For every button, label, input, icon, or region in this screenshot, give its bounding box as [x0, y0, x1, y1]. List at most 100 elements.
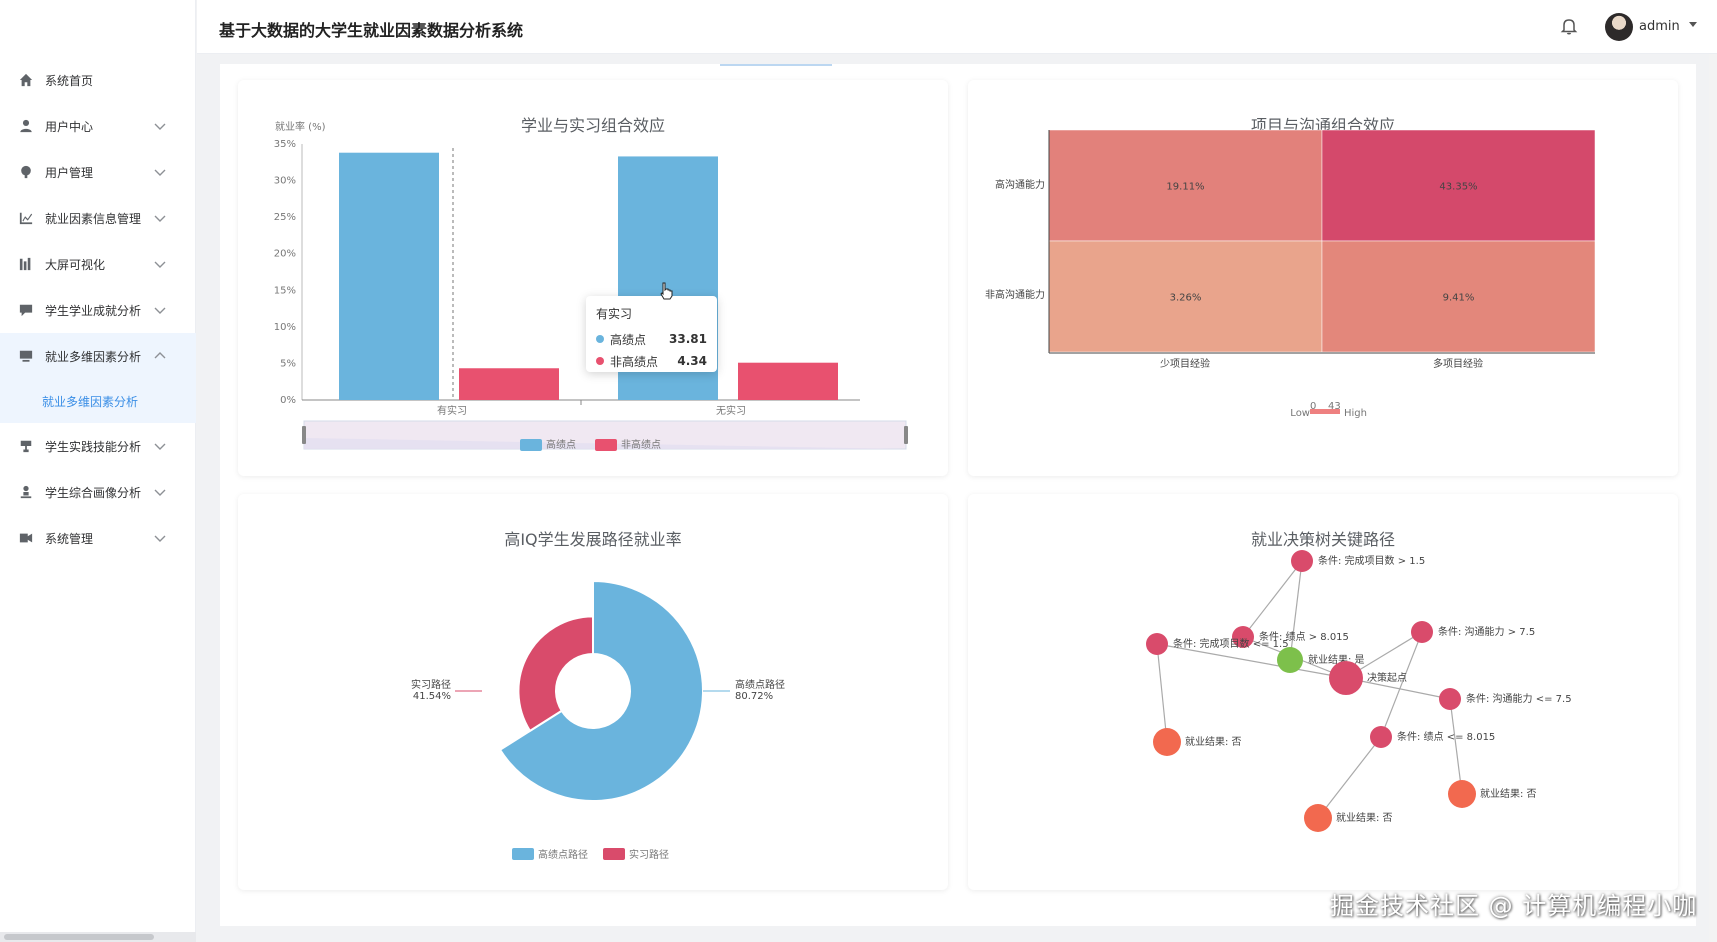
chart-card-decision-tree: 就业决策树关键路径 条件: 完成项目数 > 1.5 条件: 绩点 > 8.015…: [968, 494, 1678, 890]
settings-icon: [18, 531, 34, 545]
pie-slice[interactable]: [517, 615, 594, 733]
caret-down-icon[interactable]: [1689, 22, 1697, 27]
monitor-icon: [18, 349, 34, 363]
graph-nodes: 条件: 完成项目数 > 1.5 条件: 绩点 > 8.015 条件: 完成项目数…: [1146, 550, 1572, 832]
heatmap-chart: 19.11% 43.35% 3.26% 9.41% 高沟通能力 非高沟通能力 少项目经…: [985, 129, 1596, 419]
chart-title: 就业决策树关键路径: [1250, 530, 1395, 549]
chevron-down-icon: [154, 486, 166, 498]
sidebar-item-user-manage[interactable]: 用户管理: [0, 149, 196, 195]
sidebar-item-big-screen[interactable]: 大屏可视化: [0, 241, 196, 287]
tooltip-series-name: 高绩点: [610, 332, 647, 347]
node-label: 就业结果: 是: [1308, 653, 1365, 666]
col-label: 少项目经验: [1160, 357, 1210, 370]
sidebar-item-label: 系统管理: [45, 531, 94, 546]
bars-icon: [18, 257, 34, 271]
chevron-down-icon: [154, 258, 166, 270]
heatmap-cell[interactable]: [1048, 129, 1323, 242]
y-tick-label: 0%: [280, 395, 296, 406]
tooltip-title: 有实习: [596, 307, 633, 321]
graph-node[interactable]: [1411, 621, 1433, 643]
visualmap-low: Low: [1290, 408, 1310, 419]
user-name[interactable]: admin: [1639, 19, 1680, 34]
sidebar-item-user-center[interactable]: 用户中心: [0, 103, 196, 149]
chevron-up-icon: [154, 350, 166, 362]
sidebar-item-factor-info[interactable]: 就业因素信息管理: [0, 195, 196, 241]
graph-node[interactable]: [1146, 633, 1168, 655]
graph-node[interactable]: [1370, 726, 1392, 748]
sidebar: 系统首页 用户中心 用户管理 就业因素信息管理 大屏可视化 学生学业成就分析: [0, 0, 196, 942]
sidebar-item-portrait[interactable]: 学生综合画像分析: [0, 469, 196, 515]
sidebar-item-practice[interactable]: 学生实践技能分析: [0, 423, 196, 469]
y-tick-label: 5%: [280, 358, 296, 369]
avatar[interactable]: [1605, 13, 1633, 41]
y-tick-label: 20%: [274, 249, 296, 260]
graph-node[interactable]: [1232, 626, 1254, 648]
tooltip-value: 33.81: [669, 332, 707, 346]
chart-tooltip: 有实习 高绩点 33.81 非高绩点 4.34: [586, 296, 717, 372]
legend-swatch-high[interactable]: [520, 439, 542, 451]
y-tick-label: 15%: [274, 285, 296, 296]
pie-chart: 高绩点路径 80.72% 实习路径 41.54% 高绩点路径 实习路径: [411, 579, 785, 861]
person-icon: [18, 485, 34, 499]
y-tick-label: 35%: [274, 139, 296, 150]
graph-node[interactable]: [1448, 780, 1476, 808]
graph-node[interactable]: [1329, 661, 1363, 695]
legend-label[interactable]: 非高绩点: [621, 438, 661, 451]
heatmap-cell[interactable]: [1321, 129, 1596, 242]
visualmap-bar[interactable]: [1310, 409, 1340, 414]
slice-label: 实习路径: [411, 678, 451, 691]
datazoom-handle-left[interactable]: [302, 426, 306, 444]
node-label: 就业结果: 否: [1185, 735, 1242, 748]
legend-label[interactable]: 实习路径: [629, 848, 669, 861]
legend-swatch-internship-path[interactable]: [603, 848, 625, 860]
node-label: 条件: 完成项目数 > 1.5: [1318, 554, 1425, 567]
cell-value: 9.41%: [1443, 293, 1475, 304]
y-tick-label: 25%: [274, 212, 296, 223]
graph-node[interactable]: [1291, 550, 1313, 572]
bar[interactable]: [339, 152, 439, 400]
visualmap-min: 0: [1310, 401, 1316, 412]
visualmap-high: High: [1344, 408, 1367, 419]
legend-label[interactable]: 高绩点路径: [538, 848, 588, 861]
sidebar-item-label: 大屏可视化: [45, 257, 106, 272]
chart-card-high-iq-path: 高IQ学生发展路径就业率 高绩点路径 80.72% 实习路径 41.54% 高绩…: [238, 494, 948, 890]
heatmap-cells: 19.11% 43.35% 3.26% 9.41%: [1048, 129, 1596, 353]
heatmap-cell[interactable]: [1048, 240, 1323, 353]
chevron-down-icon: [154, 440, 166, 452]
legend-swatch-low[interactable]: [595, 439, 617, 451]
sidebar-item-academic[interactable]: 学生学业成就分析: [0, 287, 196, 333]
page-scrollbar[interactable]: [1709, 54, 1717, 942]
bell-icon[interactable]: [1560, 17, 1578, 35]
node-label: 就业结果: 否: [1480, 787, 1537, 800]
graph-node[interactable]: [1439, 688, 1461, 710]
chart-title: 学业与实习组合效应: [520, 116, 665, 135]
cup-icon: [18, 439, 34, 453]
datazoom-handle-right[interactable]: [904, 426, 908, 444]
slice-label: 高绩点路径: [735, 678, 785, 691]
sidebar-scrollbar[interactable]: [0, 932, 196, 942]
sidebar-item-label: 就业因素信息管理: [45, 211, 142, 226]
sidebar-item-label: 就业多维因素分析: [45, 349, 142, 364]
sidebar-item-multi-factor[interactable]: 就业多维因素分析: [0, 333, 196, 379]
sidebar-item-system[interactable]: 系统管理: [0, 515, 196, 561]
scrollbar-thumb[interactable]: [4, 934, 154, 940]
graph-node[interactable]: [1277, 647, 1303, 673]
heatmap-cell[interactable]: [1321, 240, 1596, 353]
chart-icon: [18, 211, 34, 225]
bar[interactable]: [459, 368, 559, 400]
chevron-down-icon: [154, 166, 166, 178]
y-tick-label: 10%: [274, 322, 296, 333]
top-header: 基于大数据的大学生就业因素数据分析系统 admin: [197, 0, 1717, 54]
graph-node[interactable]: [1153, 728, 1181, 756]
x-tick-label: 有实习: [437, 404, 467, 417]
pie-slice[interactable]: [498, 579, 704, 802]
user-icon: [18, 119, 34, 133]
slice-value: 41.54%: [413, 691, 451, 702]
graph-node[interactable]: [1304, 804, 1332, 832]
bar[interactable]: [738, 362, 838, 400]
legend-label[interactable]: 高绩点: [546, 438, 576, 451]
sidebar-item-home[interactable]: 系统首页: [0, 57, 196, 103]
node-label: 条件: 绩点 <= 8.015: [1397, 730, 1495, 743]
legend-swatch-gpa-path[interactable]: [512, 848, 534, 860]
sidebar-subitem-multi-factor-analysis[interactable]: 就业多维因素分析: [0, 379, 196, 423]
